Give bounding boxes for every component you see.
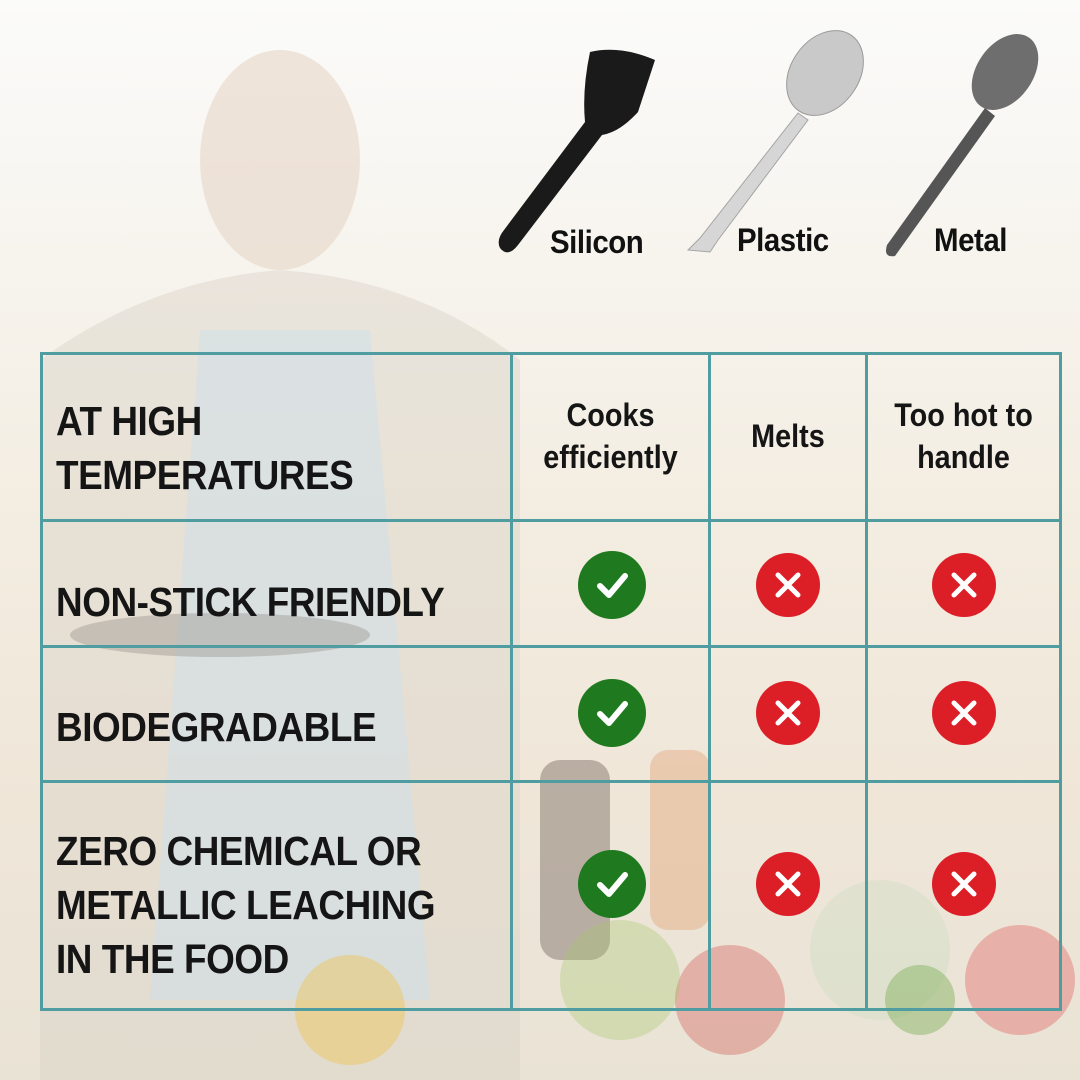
grid-line [40, 352, 1062, 355]
check-icon [597, 701, 628, 726]
cross-icon [951, 871, 977, 897]
cross-icon [775, 572, 801, 598]
silicon-spatula-image [498, 49, 655, 253]
utensil-label-metal: Metal [934, 222, 1007, 258]
check-mark [578, 679, 646, 747]
column-header-silicon: Cooks efficiently [543, 397, 678, 475]
check-icon [597, 872, 628, 897]
utensil-label-plastic: Plastic [737, 222, 829, 258]
cross-mark [756, 852, 820, 916]
row-label: ZERO CHEMICAL OR METALLIC LEACHING IN TH… [56, 828, 436, 982]
grid-line [865, 352, 868, 1010]
cross-mark [756, 553, 820, 617]
cross-icon [775, 700, 801, 726]
cross-icon [951, 572, 977, 598]
cross-icon [775, 871, 801, 897]
column-header-plastic: Melts [751, 418, 825, 454]
cross-mark [932, 852, 996, 916]
grid-line [40, 519, 1062, 522]
metal-spoon-image [886, 34, 1039, 257]
grid-line [40, 1008, 1062, 1011]
plastic-spoon-image [686, 30, 864, 253]
utensil-label-silicon: Silicon [550, 224, 644, 260]
grid-line [1059, 352, 1062, 1010]
grid-line [40, 780, 1062, 783]
row-label: NON-STICK FRIENDLY [56, 579, 445, 625]
cross-mark [932, 681, 996, 745]
grid-line [708, 352, 711, 1010]
column-header-metal: Too hot to handle [894, 397, 1033, 475]
row-label: BIODEGRADABLE [56, 704, 377, 750]
check-mark [578, 850, 646, 918]
check-icon [597, 573, 628, 598]
grid-line [40, 645, 1062, 648]
grid-line [510, 352, 513, 1010]
cross-mark [756, 681, 820, 745]
header-label: AT HIGH TEMPERATURES [56, 398, 354, 498]
cross-mark [932, 553, 996, 617]
grid-line [40, 352, 43, 1010]
comparison-table: AT HIGH TEMPERATURES Cooks efficiently M… [40, 352, 1062, 1011]
cross-icon [951, 700, 977, 726]
check-mark [578, 551, 646, 619]
